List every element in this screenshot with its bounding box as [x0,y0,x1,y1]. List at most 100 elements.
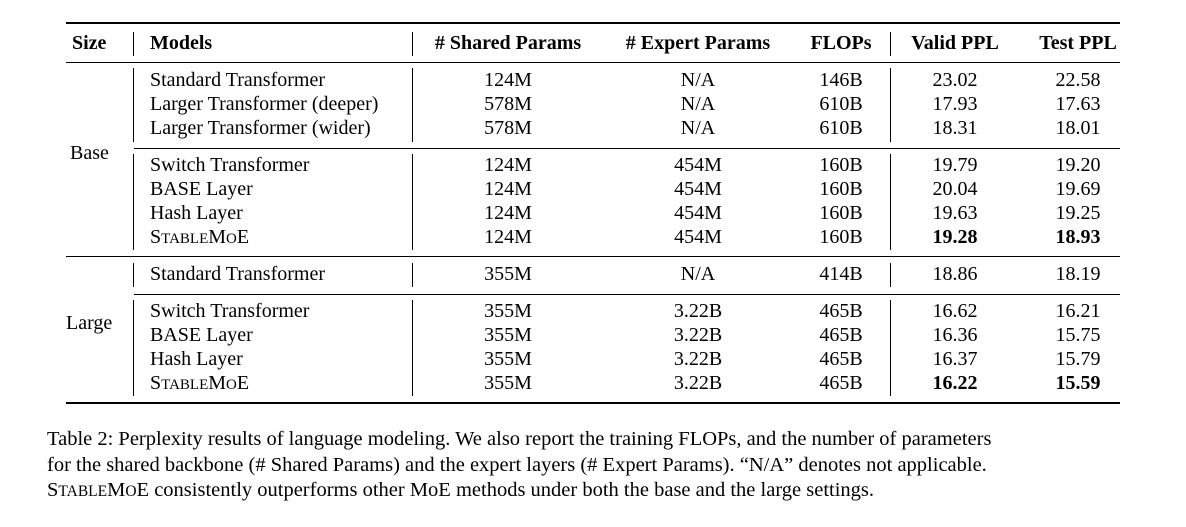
cell-expert: 3.22B [673,324,723,346]
cell-flops: 160B [819,202,863,224]
base-group-rule [134,148,1120,149]
cell-flops: 610B [819,93,863,115]
header-separator [412,32,413,56]
cell-valid: 18.86 [932,263,978,285]
cell-flops: 414B [819,263,863,285]
name-part: S [150,372,162,394]
name-part: M [208,372,227,394]
results-table: Size Models # Shared Params # Expert Par… [66,22,1120,404]
model-name: BASE Layer [150,324,253,346]
cell-flops: 465B [819,324,863,346]
header-separator [890,32,891,56]
cell-valid: 16.62 [932,300,978,322]
stablemoe-name: STABLEMOE [47,479,149,501]
column-separator [133,263,134,287]
cell-flops: 146B [819,69,863,91]
cell-flops: 160B [819,226,863,248]
name-part: O [226,231,237,247]
cell-test: 15.75 [1055,324,1101,346]
cell-expert: N/A [680,93,716,115]
header-shared-params: # Shared Params [434,32,582,54]
header-size: Size [72,32,107,54]
cell-shared: 355M [484,300,532,322]
cell-flops: 610B [819,117,863,139]
name-part: TABLE [161,377,209,393]
header-expert-params: # Expert Params [625,32,771,54]
column-separator [412,154,413,250]
column-separator [133,68,134,142]
name-part: TABLE [58,483,108,500]
cell-expert: 454M [674,202,722,224]
model-name: Larger Transformer (wider) [150,117,371,139]
cell-test: 18.19 [1055,263,1101,285]
name-part: S [47,479,59,501]
cell-expert: N/A [680,69,716,91]
cell-flops: 465B [819,372,863,394]
cell-valid: 17.93 [932,93,978,115]
cell-shared: 124M [484,154,532,176]
column-separator [890,154,891,250]
header-flops: FLOPs [810,32,872,54]
column-separator [412,263,413,287]
size-label-large: Large [66,312,113,334]
name-part: S [150,226,162,248]
cell-test: 19.25 [1055,202,1101,224]
column-separator [133,154,134,250]
header-valid-ppl: Valid PPL [911,32,999,54]
name-part: O [125,483,137,500]
cell-shared: 124M [484,69,532,91]
table-caption: Table 2: Perplexity results of language … [47,427,1157,505]
cell-valid: 19.28 [932,226,978,248]
cell-expert: 3.22B [673,348,723,370]
name-part: E [236,372,250,394]
header-models: Models [150,32,213,54]
caption-text: consistently outperforms other MoE metho… [149,479,875,501]
model-name: Switch Transformer [150,154,310,176]
cell-test: 17.63 [1055,93,1101,115]
cell-test: 18.01 [1055,117,1101,139]
cell-expert: 454M [674,154,722,176]
cell-shared: 355M [484,324,532,346]
cell-shared: 578M [484,93,532,115]
model-name: STABLEMOE [150,371,249,397]
column-separator [412,300,413,396]
model-name: Switch Transformer [150,300,310,322]
cell-flops: 465B [819,300,863,322]
cell-shared: 355M [484,348,532,370]
column-separator [890,263,891,287]
cell-flops: 160B [819,178,863,200]
model-name: Standard Transformer [150,263,325,285]
caption-line: Table 2: Perplexity results of language … [47,428,992,450]
cell-valid: 20.04 [932,178,978,200]
caption-line: for the shared backbone (# Shared Params… [47,453,987,476]
cell-expert: N/A [680,117,716,139]
cell-test: 19.20 [1055,154,1101,176]
cell-valid: 23.02 [932,69,978,91]
cell-valid: 19.63 [932,202,978,224]
cell-valid: 18.31 [932,117,978,139]
name-part: M [208,226,227,248]
model-name: Larger Transformer (deeper) [150,93,379,115]
bottom-rule [66,402,1120,404]
size-section-rule [66,256,1120,257]
cell-flops: 160B [819,154,863,176]
column-separator [412,68,413,142]
cell-shared: 124M [484,202,532,224]
column-separator [890,300,891,396]
large-group-rule [134,294,1120,295]
header-rule [66,62,1120,63]
header-test-ppl: Test PPL [1039,32,1117,54]
cell-expert: 3.22B [673,300,723,322]
cell-test: 19.69 [1055,178,1101,200]
cell-shared: 124M [484,178,532,200]
cell-shared: 124M [484,226,532,248]
model-name: Hash Layer [150,202,243,224]
top-rule [66,22,1120,24]
header-separator [133,32,134,56]
cell-test: 16.21 [1055,300,1101,322]
name-part: M [107,479,126,501]
cell-expert: N/A [680,263,716,285]
model-name: STABLEMOE [150,225,249,251]
cell-shared: 578M [484,117,532,139]
cell-shared: 355M [484,372,532,394]
